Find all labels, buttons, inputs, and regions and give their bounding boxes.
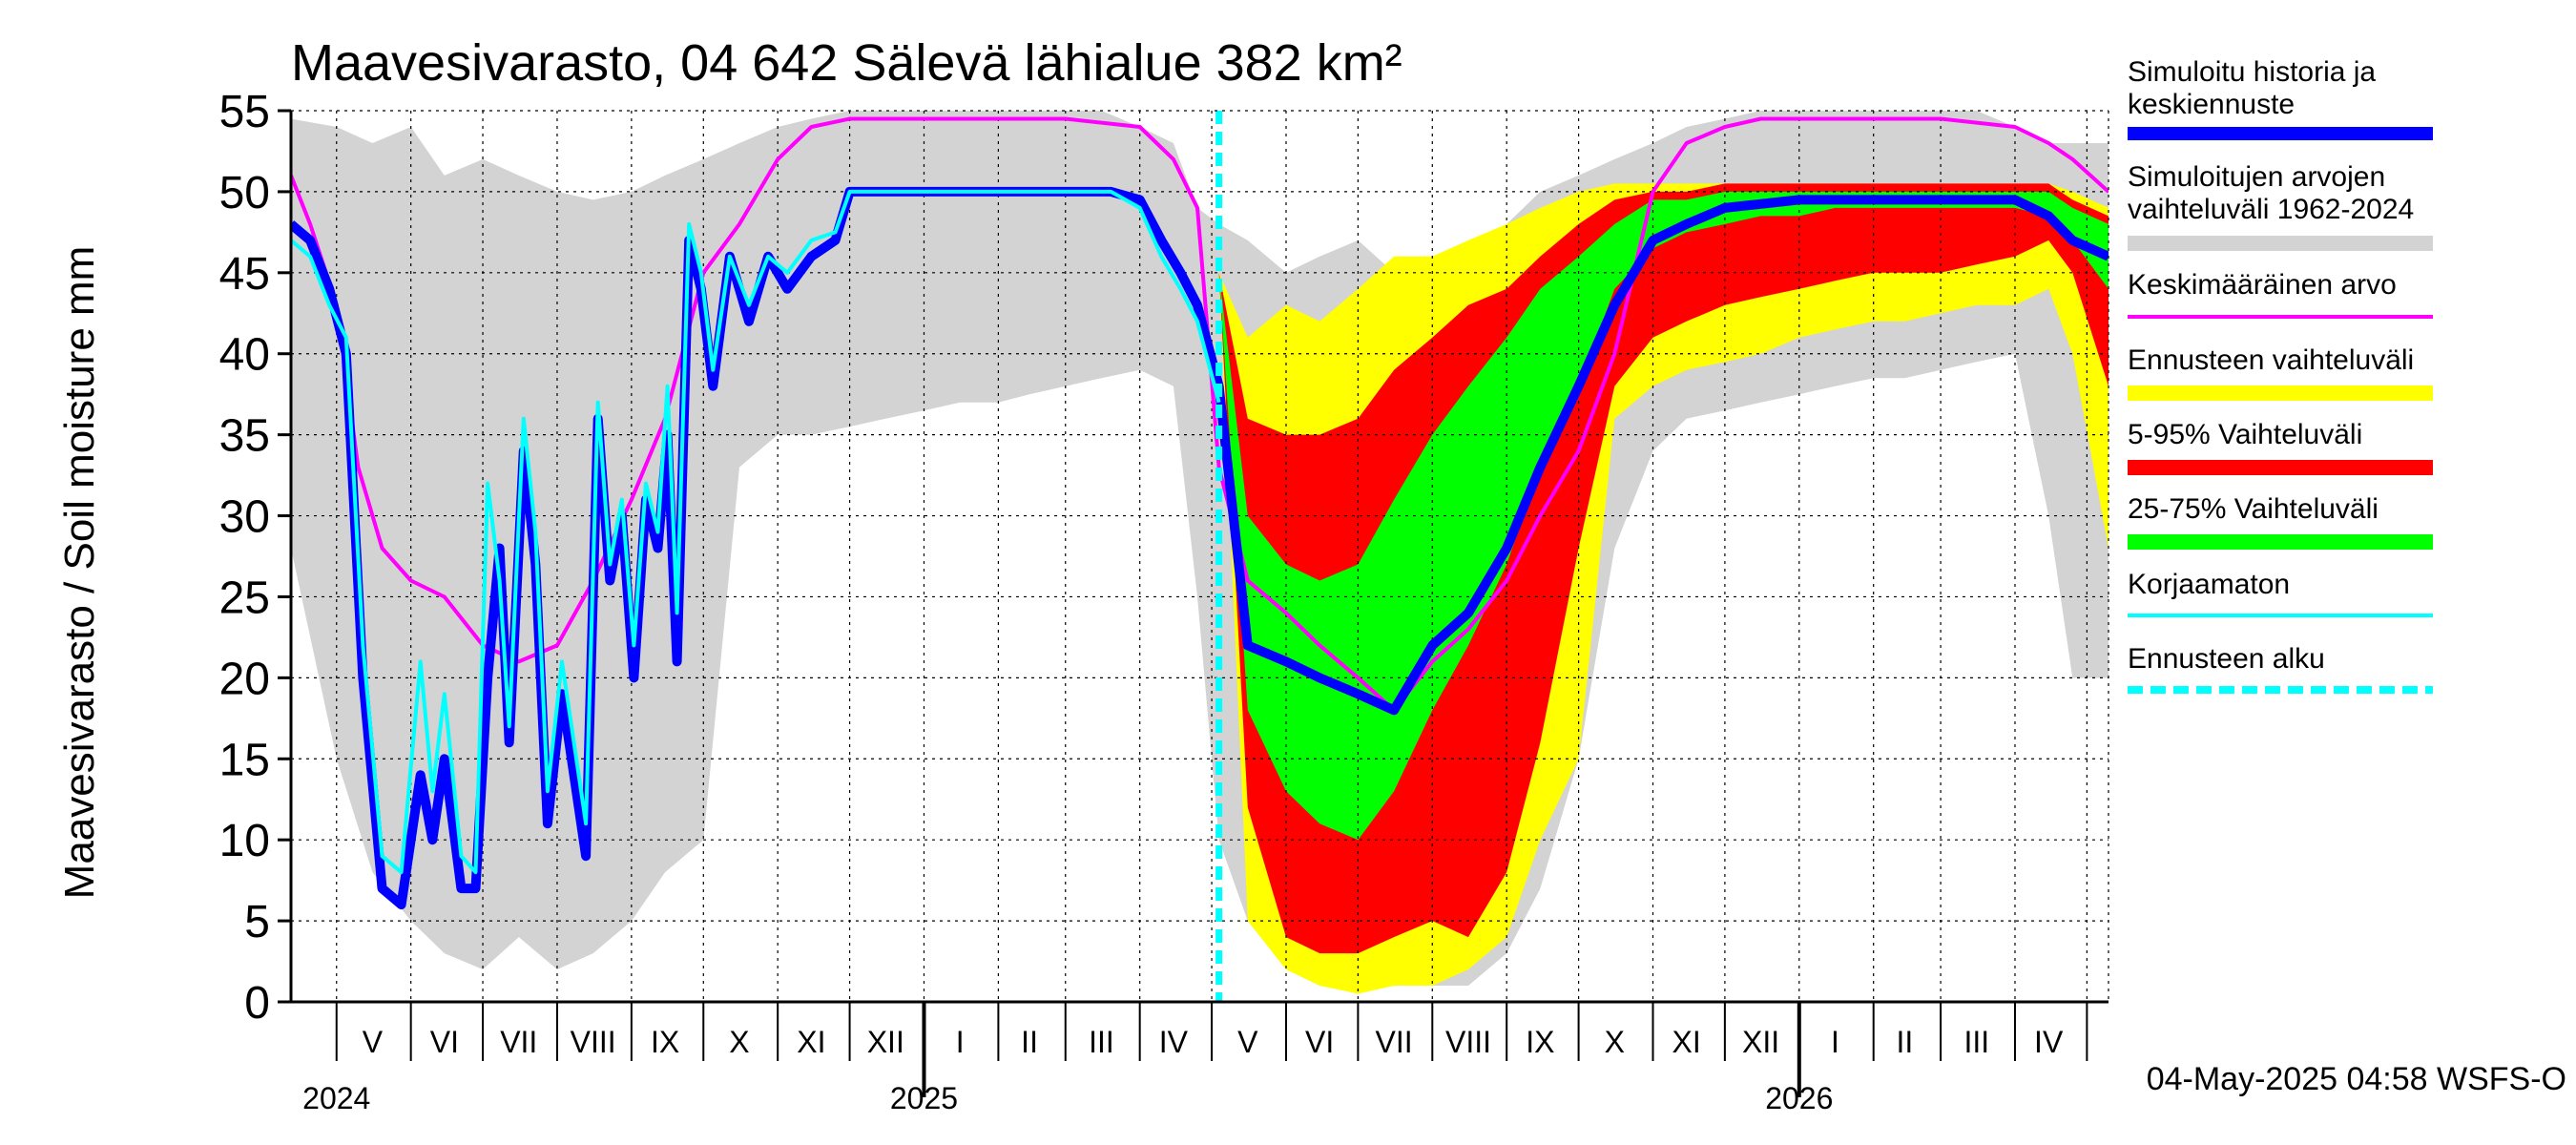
y-tick-label: 10 (219, 816, 270, 866)
x-month-label: XII (867, 1025, 904, 1059)
y-tick-label: 35 (219, 411, 270, 462)
x-month-label: XI (797, 1025, 825, 1059)
legend-label: Simuloitujen arvojen (2128, 161, 2385, 193)
x-month-label: II (1021, 1025, 1038, 1059)
legend-item: Ennusteen vaihteluväli (2128, 344, 2433, 401)
legend-label: Simuloitu historia ja (2128, 56, 2376, 88)
line-simuloitu-historia-ja-keskiennuste (291, 186, 2109, 910)
y-tick-label: 15 (219, 735, 270, 785)
legend-label: Ennusteen vaihteluväli (2128, 344, 2414, 376)
x-month-label: XI (1672, 1025, 1701, 1059)
x-month-label: X (1605, 1025, 1625, 1059)
legend-item: 5-95% Vaihteluväli (2128, 419, 2433, 475)
x-month-label: XII (1742, 1025, 1779, 1059)
legend-label: Keskimääräinen arvo (2128, 269, 2397, 301)
y-tick-label: 0 (244, 978, 270, 1029)
axes (289, 110, 2109, 1004)
x-month-label: V (1237, 1025, 1258, 1059)
y-ticks: 0 5 10 15 20 25 30 35 40 45 50 55 (219, 87, 291, 1029)
x-month-label: VIII (1445, 1025, 1491, 1059)
footer-timestamp: 04-May-2025 04:58 WSFS-O (2147, 1061, 2566, 1097)
x-month-label: II (1896, 1025, 1913, 1059)
legend-label: Ennusteen alku (2128, 643, 2325, 675)
legend-label: vaihteluväli 1962-2024 (2128, 194, 2414, 225)
x-month-label: VII (500, 1025, 537, 1059)
y-tick-label: 45 (219, 249, 270, 300)
x-month-label: X (729, 1025, 749, 1059)
legend-item: 25-75% Vaihteluväli (2128, 493, 2433, 550)
band-5-95-vaihteluv-li (1218, 183, 2109, 954)
y-tick-label: 30 (219, 492, 270, 543)
x-month-label: VI (430, 1025, 459, 1059)
x-month-label: VI (1305, 1025, 1334, 1059)
x-year-label: 2025 (890, 1081, 958, 1115)
band-25-75-vaihteluv-li (1218, 191, 2109, 841)
legend-item: Korjaamaton (2128, 569, 2433, 617)
y-tick-label: 5 (244, 897, 270, 947)
legend-label: keskiennuste (2128, 89, 2295, 120)
x-month-label: I (1831, 1025, 1839, 1059)
legend-item: Keskimääräinen arvo (2128, 269, 2433, 319)
legend-item: Ennusteen alku (2128, 643, 2433, 694)
line-korjaamaton (291, 189, 1221, 875)
y-tick-label: 55 (219, 87, 270, 137)
x-month-label: VII (1376, 1025, 1413, 1059)
x-month-label: I (956, 1025, 965, 1059)
x-month-label: IV (2034, 1025, 2064, 1059)
x-month-label: III (1963, 1025, 1989, 1059)
y-axis-label: Maavesivarasto / Soil moisture mm (56, 246, 103, 900)
x-month-label: IV (1159, 1025, 1189, 1059)
y-tick-label: 25 (219, 572, 270, 623)
x-month-label: IX (651, 1025, 679, 1059)
x-month-label: V (363, 1025, 384, 1059)
legend-label: 25-75% Vaihteluväli (2128, 493, 2379, 525)
chart-title: Maavesivarasto, 04 642 Sälevä lähialue 3… (291, 34, 1402, 92)
legend-label: Korjaamaton (2128, 569, 2290, 600)
y-tick-label: 20 (219, 654, 270, 704)
legend: Simuloitu historia jakeskiennusteSimuloi… (2128, 56, 2433, 694)
x-year-label: 2024 (302, 1081, 370, 1115)
legend-label: 5-95% Vaihteluväli (2128, 419, 2362, 450)
x-month-label: VIII (571, 1025, 616, 1059)
x-year-label: 2026 (1765, 1081, 1833, 1115)
x-month-label: IX (1526, 1025, 1554, 1059)
x-month-label: III (1089, 1025, 1114, 1059)
y-tick-label: 50 (219, 168, 270, 219)
plot-area (291, 111, 2109, 1002)
y-tick-label: 40 (219, 330, 270, 381)
x-ticks: V VI VII VIII IX X XI XII I II III IV V VI VII VIII IX X X… (302, 1002, 2088, 1115)
